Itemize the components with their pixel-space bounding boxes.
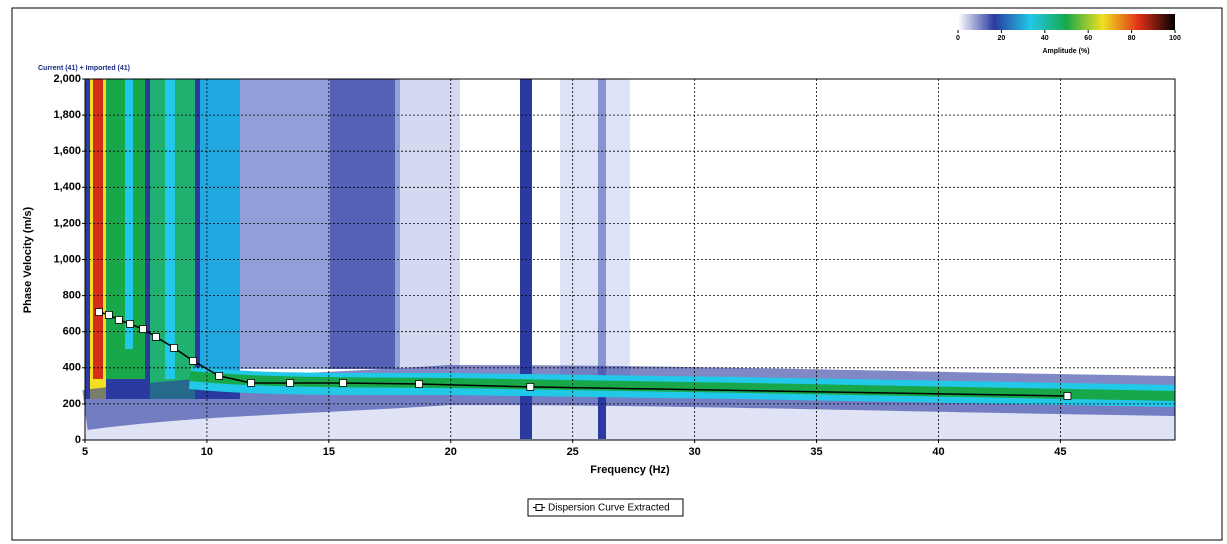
colorbar-tick-label: 20 <box>998 35 1006 42</box>
x-tick-label: 45 <box>1054 446 1066 458</box>
y-tick-label: 400 <box>63 362 81 374</box>
y-tick-label: 800 <box>63 290 81 302</box>
frame <box>11 7 1223 541</box>
heatmap-band <box>200 79 240 379</box>
x-tick-label: 35 <box>810 446 822 458</box>
x-tick-label: 40 <box>932 446 944 458</box>
subtitle: Current (41) + Imported (41) <box>38 65 130 72</box>
legend <box>527 498 684 517</box>
x-axis-title: Frequency (Hz) <box>590 464 670 476</box>
legend-marker <box>535 504 543 511</box>
dispersion-point <box>152 333 160 341</box>
heatmap <box>82 79 1176 440</box>
x-tick-label: 20 <box>445 446 457 458</box>
dispersion-point <box>339 379 347 387</box>
colorbar-tick-label: 80 <box>1128 35 1136 42</box>
y-tick-label: 0 <box>75 434 81 446</box>
dispersion-point <box>94 308 103 316</box>
x-tick-label: 25 <box>567 446 579 458</box>
heatmap-band <box>560 79 630 379</box>
heatmap-band <box>93 79 103 379</box>
dispersion-point <box>415 380 423 388</box>
colorbar <box>958 14 1175 30</box>
colorbar-tick-label: 0 <box>956 35 960 42</box>
x-tick-label: 10 <box>201 446 213 458</box>
dispersion-point <box>526 383 535 391</box>
colorbar-tick-label: 40 <box>1041 35 1049 42</box>
heatmap-band <box>125 79 133 349</box>
y-tick-label: 1,600 <box>53 145 81 157</box>
y-tick-label: 2,000 <box>53 73 81 85</box>
dispersion-point <box>215 372 224 380</box>
heatmap-band <box>520 79 532 439</box>
dispersion-point <box>170 344 178 352</box>
x-tick-label: 30 <box>688 446 700 458</box>
x-tick-label: 15 <box>323 446 335 458</box>
y-tick-label: 1,200 <box>53 217 81 229</box>
y-axis-title: Phase Velocity (m/s) <box>22 206 34 313</box>
y-tick-label: 200 <box>63 398 81 410</box>
colorbar-title: Amplitude (%) <box>1042 48 1089 55</box>
heatmap-band <box>330 79 395 369</box>
dispersion-point <box>286 379 294 387</box>
dispersion-point <box>126 320 135 328</box>
colorbar-tick-label: 100 <box>1169 35 1181 42</box>
dispersion-point <box>189 357 197 365</box>
x-tick-label: 5 <box>82 446 88 458</box>
y-tick-label: 1,400 <box>53 181 81 193</box>
y-tick-label: 1,000 <box>53 253 81 265</box>
heatmap-band <box>165 79 175 379</box>
y-tick-label: 1,800 <box>53 109 81 121</box>
legend-label: Dispersion Curve Extracted <box>548 503 670 514</box>
dispersion-point <box>114 316 123 324</box>
dispersion-point <box>1063 392 1072 400</box>
dispersion-point <box>139 325 147 333</box>
dispersion-point <box>104 311 113 319</box>
heatmap-band <box>189 371 1176 401</box>
colorbar-tick-label: 60 <box>1084 35 1092 42</box>
heatmap-band <box>400 79 460 369</box>
dispersion-point <box>247 379 255 387</box>
y-tick-label: 600 <box>63 326 81 338</box>
